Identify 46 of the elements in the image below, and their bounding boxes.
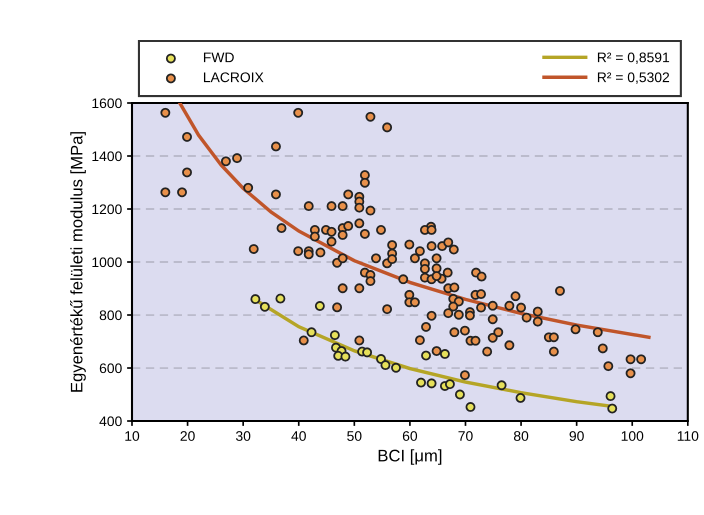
legend-label: LACROIX bbox=[204, 72, 264, 82]
y-tick-label: 400 bbox=[99, 416, 122, 426]
point bbox=[260, 302, 270, 312]
point bbox=[421, 350, 431, 361]
legend-label: FWD bbox=[204, 52, 234, 62]
y-axis-title: Egyenértékű felületi modulus [MPa] bbox=[70, 132, 86, 392]
point bbox=[607, 404, 618, 414]
y-tick-label: 1400 bbox=[92, 151, 122, 162]
point bbox=[391, 362, 401, 373]
point bbox=[250, 294, 260, 304]
point bbox=[444, 379, 455, 390]
y-tick-label: 1600 bbox=[92, 98, 122, 108]
x-tick-label: 80 bbox=[514, 431, 528, 441]
y-tick-label: 1000 bbox=[92, 257, 122, 268]
legend-label: R² = 0,8591 bbox=[598, 52, 670, 64]
y-tick-label: 600 bbox=[100, 363, 122, 374]
x-tick-label: 10 bbox=[125, 431, 140, 441]
point bbox=[426, 378, 437, 388]
x-tick-label: 20 bbox=[180, 431, 195, 441]
legend-label: R² = 0,5302 bbox=[598, 72, 670, 84]
point bbox=[380, 360, 390, 370]
point bbox=[416, 378, 426, 388]
point bbox=[466, 402, 476, 412]
y-tick-label: 1200 bbox=[92, 204, 122, 214]
x-tick-label: 90 bbox=[570, 431, 584, 441]
x-tick-label: 40 bbox=[291, 431, 306, 441]
x-tick-label: 60 bbox=[402, 431, 418, 441]
x-tick-label: 50 bbox=[347, 431, 362, 441]
line-series bbox=[178, 103, 651, 340]
point bbox=[362, 347, 372, 358]
y-tick-label: 800 bbox=[100, 310, 122, 320]
point bbox=[330, 330, 340, 340]
point bbox=[454, 390, 465, 400]
point bbox=[340, 352, 350, 362]
point bbox=[275, 294, 286, 304]
point bbox=[306, 327, 316, 338]
x-tick-label: 100 bbox=[622, 431, 644, 441]
x-tick-label: 70 bbox=[458, 431, 473, 441]
x-axis-title: BCI [μm] bbox=[378, 449, 442, 465]
point bbox=[314, 301, 325, 311]
point bbox=[440, 349, 450, 359]
x-tick-label: 30 bbox=[236, 431, 250, 441]
point bbox=[516, 393, 526, 403]
x-tick-label: 110 bbox=[678, 431, 698, 441]
point bbox=[496, 380, 507, 390]
point bbox=[606, 391, 616, 402]
